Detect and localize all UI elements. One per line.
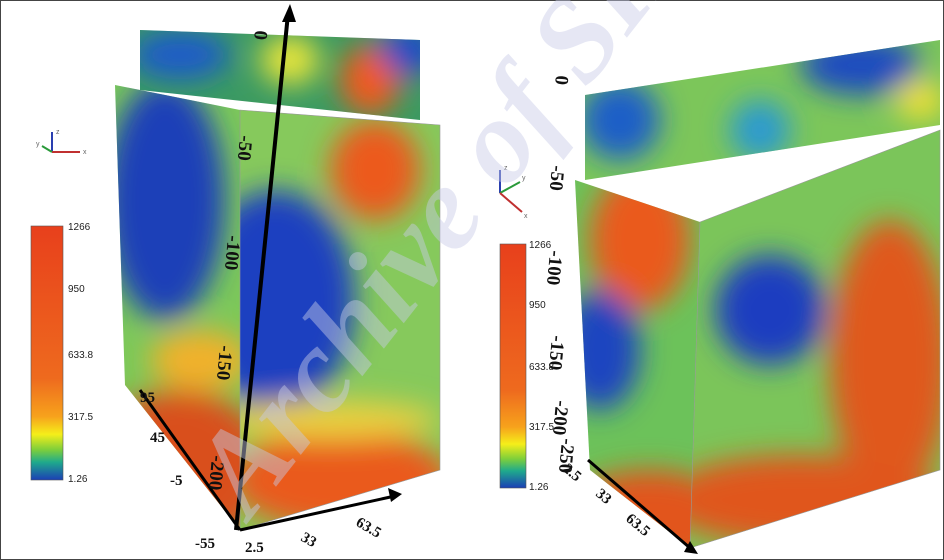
side-tick-label: -5 bbox=[170, 473, 183, 489]
bottom-tick-label: 2.5 bbox=[245, 540, 264, 556]
left-depth-ticks: 0 -50 -100 -150 -200 bbox=[204, 30, 271, 492]
right-axes bbox=[587, 458, 698, 554]
side-tick-label: 95 bbox=[140, 390, 155, 406]
colorbar-label: 1266 bbox=[68, 222, 91, 233]
depth-tick-label: -150 bbox=[544, 335, 568, 372]
depth-tick-label: -50 bbox=[233, 135, 256, 162]
left-volume bbox=[115, 30, 441, 531]
right-triad: z y x bbox=[499, 165, 528, 220]
side-tick-label: 45 bbox=[150, 430, 165, 446]
triad-label: y bbox=[522, 175, 526, 182]
triad-label: y bbox=[36, 141, 40, 148]
left-colorbar: 1266 950 633.8 317.5 1.26 bbox=[30, 222, 93, 485]
left-triad: z y x bbox=[36, 129, 87, 156]
colorbar-label: 633.8 bbox=[68, 350, 93, 361]
depth-tick-label: -100 bbox=[542, 250, 566, 287]
triad-label: x bbox=[83, 149, 87, 156]
right-volume bbox=[575, 40, 941, 549]
depth-tick-label: -200 bbox=[204, 455, 228, 492]
triad-label: x bbox=[524, 213, 528, 220]
colorbar-label: 950 bbox=[68, 284, 85, 295]
depth-tick-label: -250 bbox=[554, 438, 578, 475]
colorbar-label: 317.5 bbox=[68, 412, 93, 423]
colorbar-label: 1.26 bbox=[68, 474, 88, 485]
depth-tick-label: 0 bbox=[550, 75, 572, 86]
triad-label: z bbox=[56, 129, 60, 136]
colorbar-label: 1.26 bbox=[529, 482, 549, 493]
colorbar-label: 317.5 bbox=[529, 422, 554, 433]
bottom-tick-label: 33 bbox=[298, 530, 319, 551]
colorbar-label: 633.8 bbox=[529, 362, 554, 373]
depth-tick-label: 0 bbox=[249, 30, 271, 41]
left-axes bbox=[138, 4, 402, 532]
right-depth-ticks: 0 -50 -100 -150 -200 -250 bbox=[542, 75, 578, 475]
depth-tick-label: -150 bbox=[212, 345, 236, 382]
right-colorbar: 1266 950 633.8 317.5 1.26 bbox=[499, 240, 554, 493]
depth-tick-label: -200 bbox=[548, 400, 572, 437]
depth-tick-label: -50 bbox=[545, 165, 568, 192]
side-tick-label: -55 bbox=[195, 536, 215, 552]
colorbar-label: 1266 bbox=[529, 240, 552, 251]
colorbar-label: 950 bbox=[529, 300, 546, 311]
left-side-ticks: 95 45 -5 -55 bbox=[140, 390, 215, 552]
depth-tick-label: -100 bbox=[220, 235, 244, 272]
triad-label: z bbox=[504, 165, 508, 172]
